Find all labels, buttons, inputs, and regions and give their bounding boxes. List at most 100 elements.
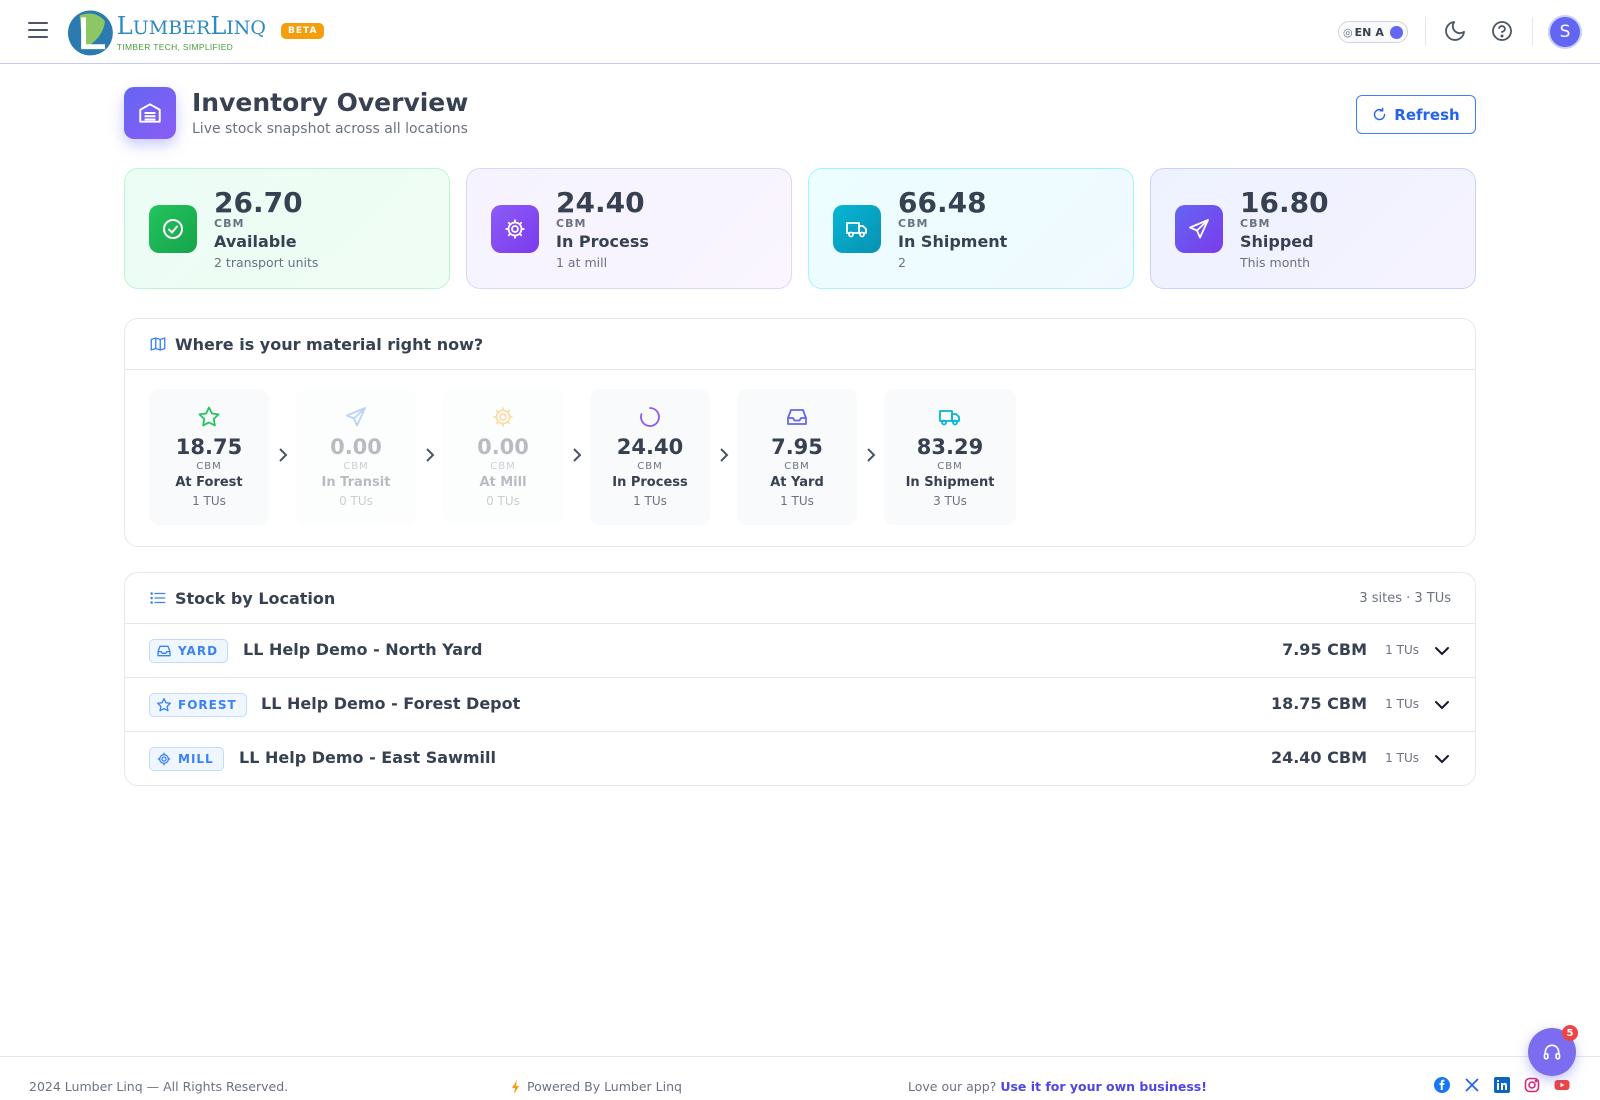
globe-icon: ◎	[1343, 25, 1353, 39]
panel-header: Stock by Location 3 sites · 3 TUs	[125, 573, 1475, 623]
stat-unit: CBM	[556, 217, 587, 230]
flow-value: 18.75	[175, 435, 243, 459]
map-icon	[149, 335, 167, 353]
menu-icon[interactable]	[28, 22, 48, 40]
language-toggle[interactable]: ◎ EN A	[1338, 21, 1408, 43]
flow-sub: 1 TUs	[780, 494, 814, 508]
flow-sub: 0 TUs	[339, 494, 373, 508]
panel-header: Where is your material right now?	[125, 319, 1475, 370]
flow-value: 0.00	[477, 435, 529, 459]
gear-icon	[491, 205, 539, 253]
stat-label: Shipped	[1240, 232, 1314, 251]
star-icon	[157, 698, 171, 712]
avatar[interactable]: S	[1548, 15, 1582, 49]
refresh-button[interactable]: Refresh	[1356, 95, 1476, 134]
logo[interactable]: LUMBERLINQ TIMBER TECH, SIMPLIFIED	[66, 6, 266, 58]
stat-label: Available	[214, 232, 297, 251]
flow-unit: CBM	[637, 461, 663, 472]
instagram-icon[interactable]	[1524, 1077, 1540, 1093]
location-tus: 1 TUs	[1385, 751, 1419, 765]
chevron-right-icon	[426, 448, 435, 462]
flow-step-in-shipment[interactable]: 83.29 CBM In Shipment 3 TUs	[884, 389, 1016, 525]
inbox-icon	[787, 409, 807, 425]
lightning-icon	[512, 1079, 519, 1094]
gear-icon	[157, 752, 171, 766]
loader-icon	[640, 407, 660, 427]
beta-badge: BETA	[281, 23, 325, 39]
flow-step-in-transit[interactable]: 0.00 CBM In Transit 0 TUs	[296, 389, 416, 525]
flow-sub: 1 TUs	[192, 494, 226, 508]
footer: 2024 Lumber Linq — All Rights Reserved. …	[0, 1056, 1600, 1100]
flow-step-at-forest[interactable]: 18.75 CBM At Forest 1 TUs	[149, 389, 269, 525]
refresh-icon	[1374, 107, 1386, 121]
dark-mode-icon[interactable]	[1443, 19, 1467, 43]
flow-step-in-process[interactable]: 24.40 CBM In Process 1 TUs	[590, 389, 710, 525]
powered-by: Powered By Lumber Linq	[511, 1079, 682, 1094]
headset-icon	[1543, 1044, 1561, 1060]
logo-tagline: TIMBER TECH, SIMPLIFIED	[116, 41, 234, 52]
chevron-right-icon	[573, 448, 582, 462]
refresh-label: Refresh	[1394, 105, 1460, 124]
truck-icon	[833, 205, 881, 253]
flow-step-at-mill[interactable]: 0.00 CBM At Mill 0 TUs	[443, 389, 563, 525]
stat-card-available[interactable]: 26.70 CBM Available 2 transport units	[124, 168, 450, 289]
inbox-icon	[157, 645, 171, 657]
stat-card-shipped[interactable]: 16.80 CBM Shipped This month	[1150, 168, 1476, 289]
chevron-right-icon	[867, 448, 876, 462]
send-icon	[1175, 205, 1223, 253]
stat-label: In Process	[556, 232, 649, 251]
stat-sub: 1 at mill	[556, 255, 608, 270]
chevron-down-icon[interactable]	[1433, 642, 1451, 660]
stat-card-in-process[interactable]: 24.40 CBM In Process 1 at mill	[466, 168, 792, 289]
stat-unit: CBM	[1240, 217, 1271, 230]
location-name: LL Help Demo - North Yard	[243, 640, 483, 659]
star-icon	[198, 406, 220, 427]
flow-unit: CBM	[784, 461, 810, 472]
stat-card-in-shipment[interactable]: 66.48 CBM In Shipment 2	[808, 168, 1134, 289]
chevron-down-icon[interactable]	[1433, 696, 1451, 714]
flow-step-at-yard[interactable]: 7.95 CBM At Yard 1 TUs	[737, 389, 857, 525]
divider	[1532, 17, 1533, 45]
truck-icon	[939, 410, 960, 426]
x-twitter-icon[interactable]	[1464, 1077, 1480, 1093]
stock-by-location-panel: Stock by Location 3 sites · 3 TUs YARD L…	[124, 572, 1476, 786]
location-row[interactable]: YARD LL Help Demo - North Yard 7.95 CBM …	[125, 623, 1475, 677]
top-bar: LUMBERLINQ TIMBER TECH, SIMPLIFIED BETA …	[0, 0, 1600, 63]
linkedin-icon[interactable]	[1494, 1077, 1510, 1093]
chevron-right-icon	[720, 448, 729, 462]
flow-sub: 1 TUs	[633, 494, 667, 508]
help-icon[interactable]	[1490, 19, 1514, 43]
panel-title: Stock by Location	[175, 588, 336, 608]
page-title: Inventory Overview	[192, 88, 469, 117]
promo-link[interactable]: Use it for your own business!	[1000, 1079, 1207, 1094]
flow-label: At Mill	[479, 475, 527, 490]
flow-label: In Transit	[321, 475, 391, 490]
flow-label: In Process	[612, 475, 688, 490]
location-qty: 7.95 CBM	[1282, 640, 1367, 659]
stat-value: 16.80	[1240, 186, 1329, 219]
page-subtitle: Live stock snapshot across all locations	[192, 121, 468, 137]
location-row[interactable]: FOREST LL Help Demo - Forest Depot 18.75…	[125, 677, 1475, 731]
location-name: LL Help Demo - Forest Depot	[261, 694, 521, 713]
stat-sub: This month	[1240, 255, 1311, 270]
send-icon	[346, 407, 366, 427]
location-type-badge: YARD	[149, 639, 229, 663]
chevron-down-icon[interactable]	[1433, 750, 1451, 768]
youtube-icon[interactable]	[1554, 1077, 1570, 1093]
divider	[1425, 17, 1426, 45]
flow-value: 7.95	[771, 435, 823, 459]
list-icon	[149, 589, 167, 607]
flow-unit: CBM	[937, 461, 963, 472]
flow-unit: CBM	[196, 461, 222, 472]
language-label: EN	[1354, 25, 1372, 39]
facebook-icon[interactable]	[1434, 1077, 1450, 1093]
flow-value: 0.00	[330, 435, 382, 459]
flow-sub: 0 TUs	[486, 494, 520, 508]
location-row[interactable]: MILL LL Help Demo - East Sawmill 24.40 C…	[125, 731, 1475, 785]
location-tus: 1 TUs	[1385, 697, 1419, 711]
stat-label: In Shipment	[898, 232, 1008, 251]
check-circle-icon	[149, 205, 197, 253]
stat-unit: CBM	[898, 217, 929, 230]
promo-text: Love our app? Use it for your own busines…	[908, 1079, 1207, 1094]
flow-label: In Shipment	[905, 475, 995, 490]
